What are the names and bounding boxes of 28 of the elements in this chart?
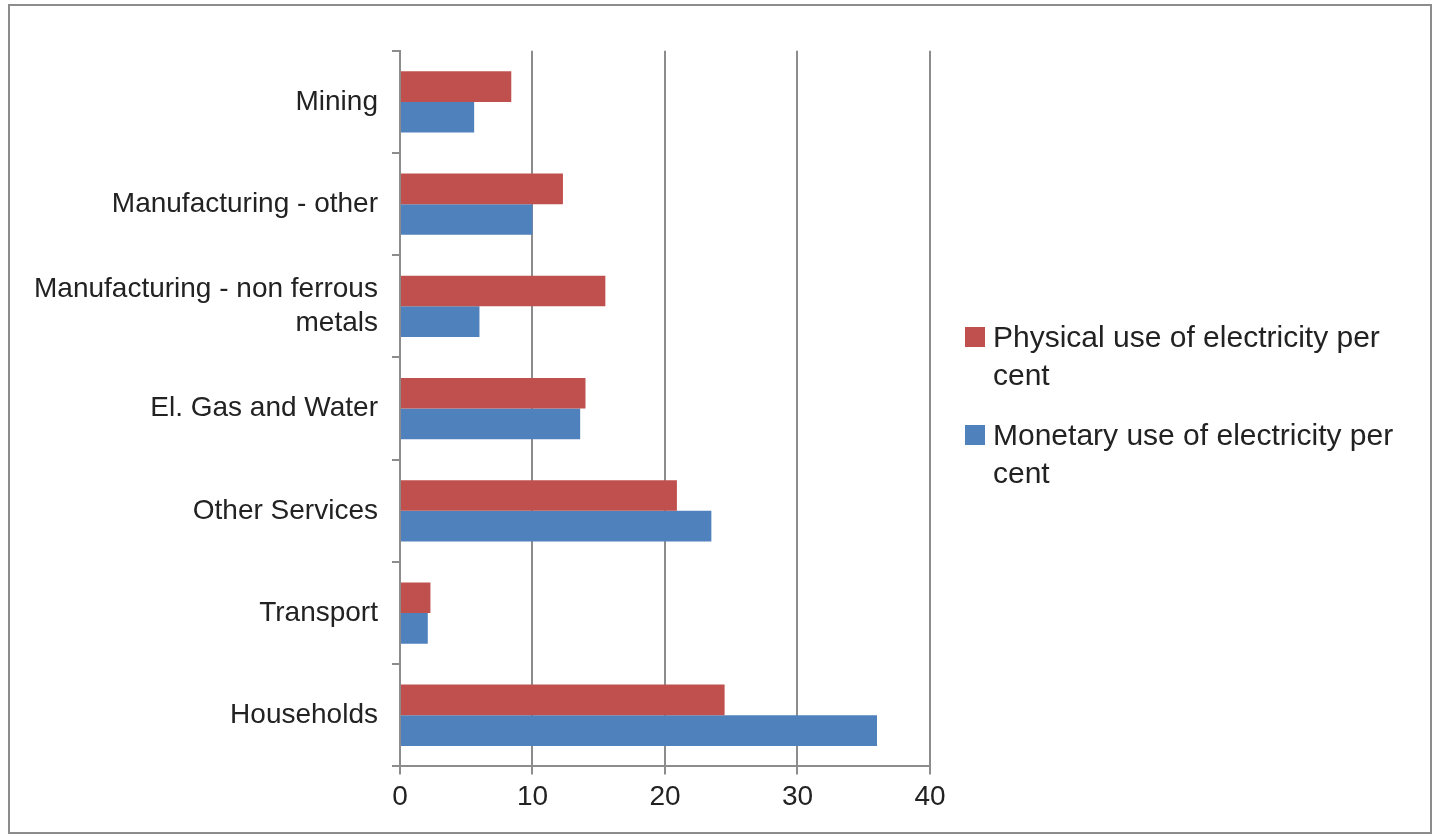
x-tick-label: 0 xyxy=(392,779,408,811)
bar xyxy=(400,510,712,542)
bar xyxy=(400,480,677,511)
bar xyxy=(400,408,581,440)
bar xyxy=(400,684,725,716)
bar xyxy=(400,715,877,746)
y-tick-label: Households xyxy=(230,698,378,729)
bar xyxy=(400,204,533,235)
x-tick-label: 40 xyxy=(914,779,946,811)
bar xyxy=(400,71,512,102)
legend-label: Physical use of electricity per cent xyxy=(993,319,1381,393)
y-tick-label: El. Gas and Water xyxy=(150,391,378,423)
bar xyxy=(400,613,428,644)
y-tick-label: Other Services xyxy=(192,493,378,525)
bar xyxy=(400,582,431,614)
bar xyxy=(400,306,480,338)
x-tick-label: 10 xyxy=(516,779,549,811)
y-tick-label: Transport xyxy=(259,595,379,627)
legend-label: Monetary use of electricity per cent xyxy=(993,417,1395,491)
y-tick-label: Mining xyxy=(295,84,378,116)
bar xyxy=(400,275,606,307)
x-tick-label: 30 xyxy=(781,779,814,811)
y-tick-label: Manufacturing - non ferrous metals xyxy=(33,272,378,337)
x-tick-label: 20 xyxy=(649,779,681,811)
bar xyxy=(400,173,563,205)
bar xyxy=(400,377,586,409)
y-tick-label: Manufacturing - other xyxy=(111,186,378,218)
bar xyxy=(400,101,475,133)
